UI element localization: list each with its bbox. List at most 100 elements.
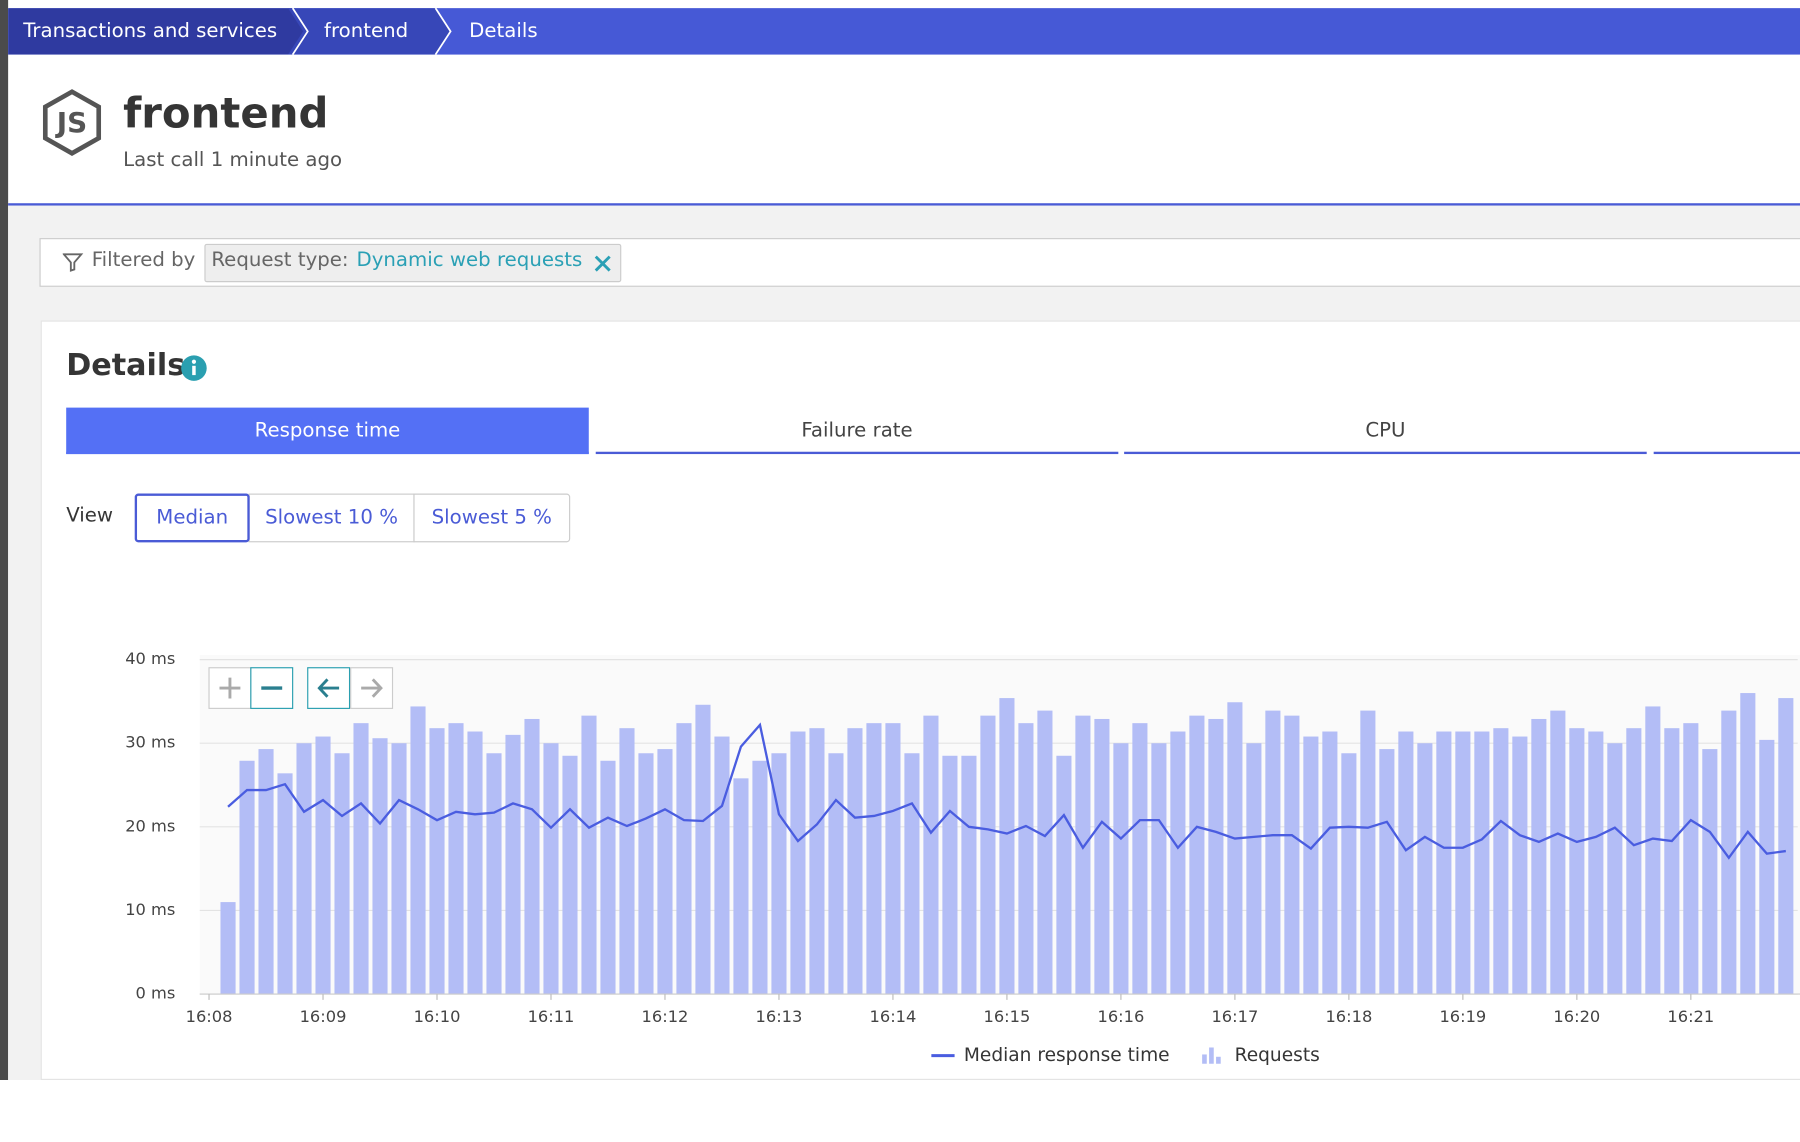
bar	[1322, 731, 1338, 995]
bar	[1151, 743, 1167, 995]
bar	[1417, 743, 1433, 995]
bar	[942, 755, 958, 995]
bar	[1398, 731, 1414, 995]
bar	[885, 723, 901, 995]
bar	[1626, 728, 1642, 995]
legend-label: Median response time	[964, 1045, 1170, 1066]
view-option-active[interactable]: Median	[134, 493, 250, 543]
remove-filter[interactable]	[593, 254, 612, 273]
bar	[1664, 728, 1680, 995]
breadcrumb[interactable]: Transactions and services	[23, 19, 278, 43]
bar	[1531, 718, 1547, 995]
info-icon[interactable]	[180, 354, 208, 382]
bar	[1569, 728, 1585, 995]
x-tick-label: 16:14	[870, 1007, 917, 1026]
x-tick-label: 16:17	[1211, 1007, 1258, 1026]
tab[interactable]: Failure rate	[595, 408, 1119, 455]
y-tick-label: 40 ms	[125, 649, 175, 668]
view-option[interactable]: Slowest 5 %	[413, 493, 571, 543]
bar	[752, 760, 768, 995]
bar	[619, 728, 635, 995]
bar	[562, 755, 578, 995]
bar	[1075, 715, 1091, 995]
bar	[543, 743, 559, 995]
nodejs-icon: JS	[42, 89, 102, 156]
bar	[676, 723, 692, 995]
bar	[1170, 731, 1186, 995]
bar	[239, 760, 255, 995]
bar	[1056, 755, 1072, 995]
filter-tag[interactable]	[204, 243, 622, 283]
bar	[1094, 718, 1110, 995]
bar	[1113, 743, 1129, 995]
x-tick-label: 16:13	[756, 1007, 803, 1026]
bar	[1740, 693, 1756, 995]
tab-active[interactable]: Response time	[66, 407, 589, 455]
bar	[372, 738, 388, 995]
bar	[1759, 739, 1775, 995]
bar	[353, 723, 369, 995]
x-tick-label: 16:09	[300, 1007, 347, 1026]
separator	[434, 7, 452, 56]
bar	[1493, 728, 1509, 995]
bar	[1436, 731, 1452, 995]
bar	[1018, 723, 1034, 995]
service-subtitle: Last call 1 minute ago	[123, 148, 343, 172]
bar	[1512, 736, 1528, 995]
bar	[999, 698, 1015, 995]
x-tick-label: 16:20	[1553, 1007, 1600, 1026]
bar	[1550, 710, 1566, 995]
breadcrumb-segment	[8, 8, 308, 55]
legend-swatch	[1209, 1047, 1214, 1064]
bar	[467, 731, 483, 995]
bar	[429, 728, 445, 995]
bar	[391, 743, 407, 995]
bar	[733, 778, 749, 995]
bar	[600, 760, 616, 995]
bar	[828, 753, 844, 995]
breadcrumb-separators	[291, 7, 452, 56]
zoom-controls	[208, 667, 394, 709]
breadcrumb[interactable]: frontend	[323, 19, 409, 43]
bar	[1360, 710, 1376, 995]
x-tick-label: 16:18	[1325, 1007, 1372, 1026]
line	[227, 722, 1786, 860]
bar	[1132, 723, 1148, 995]
bar	[1721, 710, 1737, 995]
bar	[1265, 710, 1281, 995]
bar	[1227, 702, 1243, 995]
header-divider	[8, 203, 1800, 206]
bar	[1208, 718, 1224, 995]
tab[interactable]	[1653, 408, 1800, 455]
bar	[695, 704, 711, 995]
breadcrumb[interactable]: Details	[469, 19, 538, 43]
filter-icon	[62, 253, 84, 272]
bar	[1037, 710, 1053, 995]
bar	[220, 902, 236, 995]
bar	[486, 753, 502, 995]
bar	[1683, 723, 1699, 995]
bar	[904, 753, 920, 995]
y-tick-label: 30 ms	[125, 733, 175, 752]
bar	[448, 723, 464, 995]
bar	[1645, 706, 1661, 995]
legend-swatch	[1202, 1054, 1207, 1064]
bar	[847, 728, 863, 995]
bar	[866, 723, 882, 995]
y-tick-label: 10 ms	[125, 900, 175, 919]
filter-key: Request type:	[211, 248, 349, 272]
bar	[1189, 715, 1205, 995]
bar	[714, 736, 730, 995]
bar	[296, 743, 312, 995]
bar	[334, 753, 350, 995]
bar	[1341, 753, 1357, 995]
plot	[199, 659, 1798, 995]
tab[interactable]: CPU	[1124, 408, 1647, 455]
view-option[interactable]: Slowest 10 %	[248, 493, 415, 543]
x-tick-label: 16:10	[414, 1007, 461, 1026]
filter-label: Filtered by	[91, 248, 196, 272]
bar	[258, 749, 274, 995]
legend-swatch	[1216, 1056, 1221, 1064]
bar	[1588, 731, 1604, 995]
